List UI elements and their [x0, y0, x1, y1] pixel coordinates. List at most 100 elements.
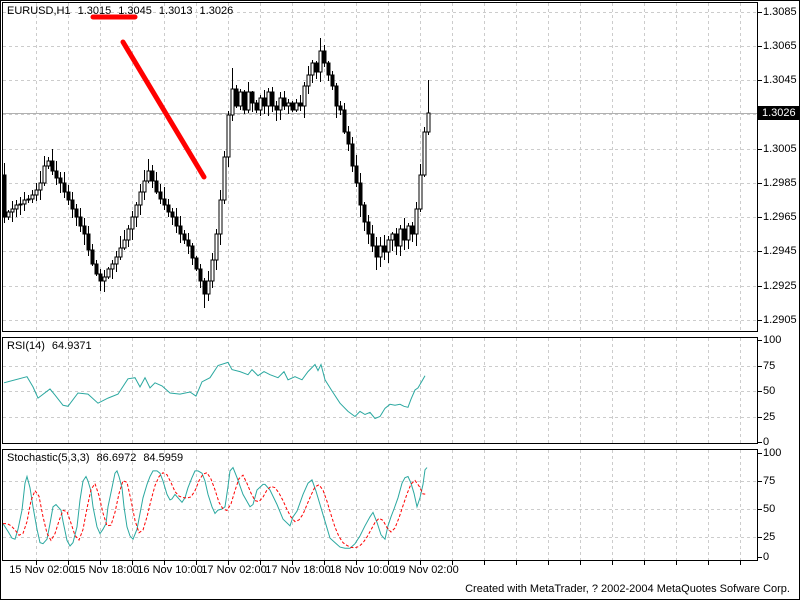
time-axis-tick — [516, 561, 517, 565]
candle — [350, 137, 355, 172]
candle — [6, 210, 11, 220]
price-axis-tick — [758, 320, 762, 321]
rsi-panel[interactable]: RSI(14) 64.9371 — [2, 337, 758, 444]
price-axis-label: 1.2925 — [763, 280, 797, 292]
price-axis-tick — [758, 12, 762, 13]
candle — [322, 45, 327, 67]
price-axis-tick — [758, 286, 762, 287]
stochastic-k-line — [3, 466, 428, 549]
candle — [58, 172, 63, 193]
candle — [354, 155, 359, 187]
candle — [78, 208, 83, 232]
rsi-header: RSI(14) 64.9371 — [7, 340, 99, 352]
candle — [126, 225, 131, 247]
stoch-axis-tick — [758, 453, 762, 454]
candle — [146, 159, 151, 183]
time-axis-tick — [196, 561, 197, 565]
quote-open: 1.3015 — [77, 5, 112, 17]
candle — [366, 215, 371, 244]
stochastic-panel[interactable]: Stochastic(5,3,3) 86.6972 84.5959 — [2, 449, 758, 561]
time-axis-label: 15 Nov 02:00 — [9, 564, 75, 576]
candle — [286, 99, 291, 114]
candle — [66, 185, 71, 205]
rsi-line — [3, 361, 426, 420]
rsi-axis-label: 0 — [763, 436, 770, 448]
stoch-axis-label: 50 — [763, 503, 776, 515]
candle — [226, 111, 231, 167]
candle — [194, 256, 199, 271]
quote-header: EURUSD,H1 1.3015 1.3045 1.3013 1.3026 — [7, 5, 240, 17]
candle — [342, 103, 347, 134]
stoch-axis-tick — [758, 557, 762, 558]
candle — [150, 165, 155, 188]
stoch-axis-tick — [758, 509, 762, 510]
candle — [174, 208, 179, 233]
time-axis-tick — [132, 561, 133, 565]
rsi-axis-tick — [758, 366, 762, 367]
time-axis-tick — [356, 561, 357, 565]
candle — [222, 151, 227, 204]
candle — [3, 163, 7, 223]
candle — [386, 236, 391, 263]
candle — [242, 90, 247, 114]
candle — [142, 170, 147, 200]
time-axis-tick — [324, 561, 325, 565]
candle — [46, 157, 51, 169]
candle — [334, 83, 339, 118]
stochastic-d-line — [3, 472, 428, 549]
price-axis-label: 1.3005 — [763, 143, 797, 155]
quote-high: 1.3045 — [118, 5, 152, 17]
candlestick-series — [3, 38, 431, 308]
candle — [370, 225, 375, 252]
candle — [414, 202, 419, 246]
price-axis-label: 1.3045 — [763, 74, 797, 86]
candle — [166, 199, 171, 217]
quote-close: 1.3026 — [199, 5, 234, 17]
candle — [90, 244, 95, 266]
time-axis-tick — [68, 561, 69, 565]
price-axis-tick — [758, 217, 762, 218]
candle — [314, 61, 319, 79]
time-axis-tick — [292, 561, 293, 565]
rsi-axis-tick — [758, 417, 762, 418]
candle — [230, 68, 235, 121]
price-chart-panel[interactable]: EURUSD,H1 1.3015 1.3045 1.3013 1.3026 — [2, 2, 758, 332]
time-axis-tick — [676, 561, 677, 565]
time-axis-tick — [644, 561, 645, 565]
candlestick-chart[interactable] — [3, 3, 757, 331]
price-axis-tick — [758, 46, 762, 47]
stochastic-chart[interactable] — [3, 450, 757, 560]
candle — [290, 101, 295, 112]
stochastic-label: Stochastic(5,3,3) — [7, 452, 90, 464]
rsi-axis-tick — [758, 340, 762, 341]
rsi-label: RSI(14) — [7, 340, 45, 352]
trendline-annotation[interactable] — [120, 39, 207, 180]
candle — [130, 211, 135, 240]
time-axis-tick — [100, 561, 101, 565]
candle — [114, 251, 119, 272]
candle — [410, 222, 415, 242]
price-gridlines — [3, 12, 757, 321]
candle — [30, 190, 35, 203]
stoch-gridlines — [3, 481, 757, 538]
candle — [170, 208, 175, 225]
rsi-value: 64.9371 — [51, 340, 92, 352]
rsi-axis-label: 25 — [763, 411, 776, 423]
candle — [406, 223, 411, 249]
candle — [390, 232, 395, 251]
candle — [26, 195, 31, 203]
candle — [258, 95, 263, 116]
candle — [338, 101, 343, 115]
price-axis-tick — [758, 80, 762, 81]
price-axis-tick — [758, 251, 762, 252]
candle — [94, 260, 99, 276]
candle — [238, 89, 243, 110]
time-axis-label: 15 Nov 18:00 — [73, 564, 139, 576]
candle — [422, 127, 427, 177]
price-axis-tick — [758, 183, 762, 184]
rsi-chart[interactable] — [3, 338, 757, 443]
candle — [318, 38, 323, 82]
candle — [358, 173, 363, 217]
stoch-axis-label: 0 — [763, 551, 770, 563]
stoch-axis-label: 100 — [763, 447, 782, 459]
